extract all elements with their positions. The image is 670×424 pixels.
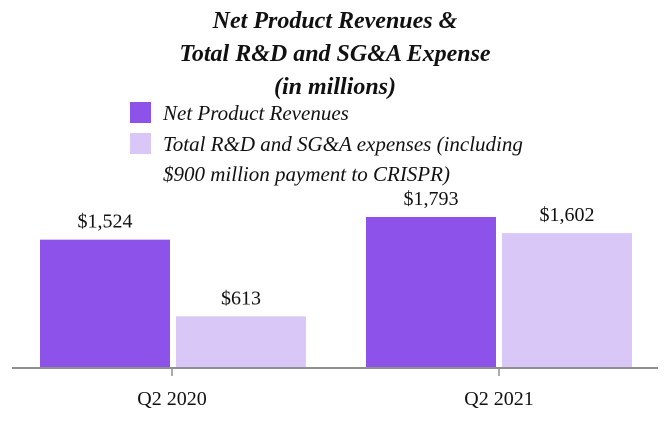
bar-layer <box>40 217 632 368</box>
value-label-layer: $1,524 $613 $1,793 $1,602 <box>78 188 595 309</box>
chart-title-line-3: (in millions) <box>274 74 396 100</box>
value-label-q2-2021-series-1: $1,793 <box>404 188 459 210</box>
value-label-q2-2020-series-2: $613 <box>221 287 261 309</box>
x-axis-label-q2-2021: Q2 2021 <box>464 388 533 410</box>
x-axis: Q2 2020 Q2 2021 <box>12 367 658 410</box>
bar-q2-2021-series-1 <box>366 217 496 368</box>
legend-swatch-net-product-revenues <box>130 102 151 123</box>
bar-q2-2020-series-2 <box>176 316 306 368</box>
chart-title-line-2: Total R&D and SG&A Expense <box>179 41 491 67</box>
x-axis-label-q2-2020: Q2 2020 <box>137 388 206 410</box>
bar-q2-2021-series-2 <box>502 233 632 368</box>
legend-swatch-total-rd-sga-expenses <box>130 133 151 154</box>
value-label-q2-2021-series-2: $1,602 <box>540 204 595 226</box>
chart-title-line-1: Net Product Revenues & <box>212 8 458 34</box>
legend-label-net-product-revenues: Net Product Revenues <box>162 101 349 125</box>
legend-label-total-rd-sga-line-2: $900 million payment to CRISPR) <box>163 162 450 186</box>
chart-title: Net Product Revenues & Total R&D and SG&… <box>179 8 491 100</box>
value-label-q2-2020-series-1: $1,524 <box>78 211 133 233</box>
legend-label-total-rd-sga-line-1: Total R&D and SG&A expenses (including <box>163 132 523 156</box>
bar-q2-2020-series-1 <box>40 239 170 368</box>
legend: Net Product Revenues Total R&D and SG&A … <box>130 101 523 186</box>
